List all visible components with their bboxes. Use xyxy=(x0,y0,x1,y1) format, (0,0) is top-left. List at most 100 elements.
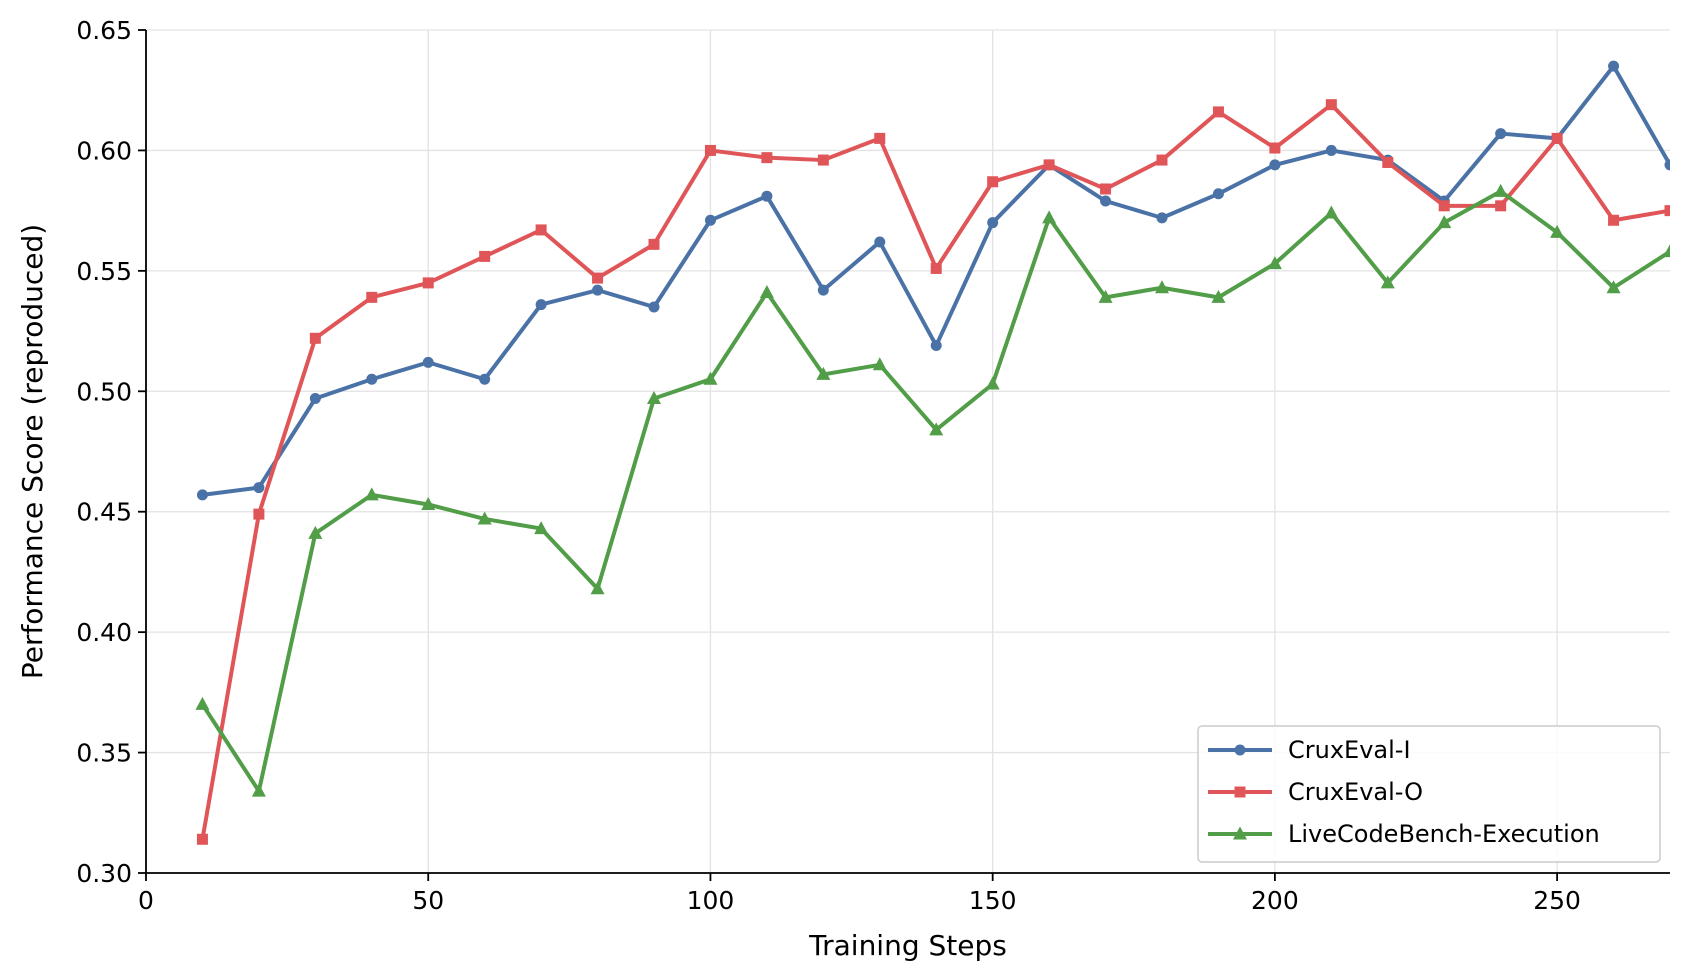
data-point xyxy=(477,511,492,525)
gridlines xyxy=(145,29,1670,874)
legend-box xyxy=(1197,725,1661,863)
series-layer xyxy=(195,60,1670,845)
data-point xyxy=(1325,99,1337,111)
legend-marker xyxy=(1233,826,1247,840)
data-point xyxy=(1664,159,1670,171)
data-point xyxy=(1608,214,1620,226)
data-point xyxy=(253,482,265,494)
legend-marker xyxy=(1234,786,1246,798)
y-tick-label: 0.65 xyxy=(76,16,132,45)
data-point xyxy=(1608,60,1620,72)
y-tick-label: 0.50 xyxy=(76,377,132,406)
x-tick-label: 100 xyxy=(687,886,735,915)
data-point xyxy=(1100,195,1112,207)
data-point xyxy=(1100,183,1112,195)
y-tick-label: 0.45 xyxy=(76,498,132,527)
y-tick-label: 0.40 xyxy=(76,618,132,647)
data-point xyxy=(985,376,1000,390)
data-point xyxy=(308,525,323,539)
y-tick-label: 0.60 xyxy=(76,136,132,165)
data-point xyxy=(761,190,773,202)
data-point xyxy=(590,581,605,595)
data-point xyxy=(1155,280,1169,294)
data-point xyxy=(196,833,208,845)
series-line xyxy=(200,189,1670,794)
legend: CruxEval-I CruxEval-O LiveCodeBench-Execut… xyxy=(1197,725,1661,863)
data-point xyxy=(535,224,547,236)
data-point xyxy=(1606,280,1621,294)
data-point xyxy=(874,236,886,248)
data-point xyxy=(872,357,887,371)
data-point xyxy=(422,356,434,368)
data-point xyxy=(816,366,831,380)
data-point xyxy=(930,340,942,352)
series-cruxeval-o xyxy=(196,99,1670,845)
data-point xyxy=(196,489,208,501)
legend-item: LiveCodeBench-Execution xyxy=(1208,820,1600,848)
data-point xyxy=(987,176,999,188)
data-point xyxy=(535,299,547,311)
data-point xyxy=(1324,205,1339,219)
data-point xyxy=(479,373,491,385)
series-livecodebench-execution xyxy=(195,183,1670,797)
data-point xyxy=(1550,224,1565,238)
legend-label: CruxEval-I xyxy=(1288,736,1411,764)
data-point xyxy=(1267,256,1282,270)
y-tick-label: 0.30 xyxy=(76,859,132,888)
legend-marker xyxy=(1234,744,1246,756)
data-point xyxy=(1663,244,1670,258)
x-tick-label: 200 xyxy=(1251,886,1299,915)
legend-label: LiveCodeBench-Execution xyxy=(1288,820,1600,848)
data-point xyxy=(1269,159,1281,171)
data-point xyxy=(817,154,829,166)
data-point xyxy=(366,291,378,303)
data-point xyxy=(1437,215,1452,229)
data-point xyxy=(1269,142,1281,154)
data-point xyxy=(1380,275,1395,289)
data-point xyxy=(1438,200,1450,212)
data-point xyxy=(874,132,886,144)
y-tick-label: 0.35 xyxy=(76,739,132,768)
data-point xyxy=(1042,210,1057,224)
legend-item: CruxEval-O xyxy=(1208,778,1423,806)
x-axis-title: Training Steps xyxy=(808,929,1007,962)
data-point xyxy=(648,238,660,250)
data-point xyxy=(1493,183,1508,197)
legend-label: CruxEval-O xyxy=(1288,778,1423,806)
data-point xyxy=(195,696,210,710)
data-point xyxy=(1156,212,1168,224)
x-tick-label: 0 xyxy=(138,886,154,915)
data-point xyxy=(1325,144,1337,156)
data-point xyxy=(364,487,379,501)
data-point xyxy=(421,496,436,510)
data-point xyxy=(592,272,604,284)
data-point xyxy=(251,783,266,797)
data-point xyxy=(592,284,604,296)
data-point xyxy=(309,332,321,344)
data-point xyxy=(987,217,999,229)
data-point xyxy=(704,214,716,226)
data-point xyxy=(647,391,661,405)
data-point xyxy=(253,508,265,520)
data-point xyxy=(366,373,378,385)
data-point xyxy=(1495,200,1507,212)
y-tick-label: 0.55 xyxy=(76,257,132,286)
data-point xyxy=(817,284,829,296)
axis-spines xyxy=(145,30,1670,874)
data-point xyxy=(929,422,944,436)
data-point xyxy=(479,250,491,262)
x-tick-label: 150 xyxy=(969,886,1017,915)
data-point xyxy=(422,277,434,289)
data-point xyxy=(1664,205,1670,217)
data-point xyxy=(759,285,774,299)
data-point xyxy=(648,301,660,313)
axes: 0 50 100 150 200 250 0.30 0.35 0.40 0.45 0.50 0.55 0… xyxy=(76,16,1670,915)
x-tick-label: 250 xyxy=(1533,886,1581,915)
data-point xyxy=(1156,154,1168,166)
data-point xyxy=(930,262,942,274)
data-point xyxy=(704,144,716,156)
legend-item: CruxEval-I xyxy=(1208,736,1411,764)
data-point xyxy=(1211,289,1226,303)
data-point xyxy=(761,152,773,164)
